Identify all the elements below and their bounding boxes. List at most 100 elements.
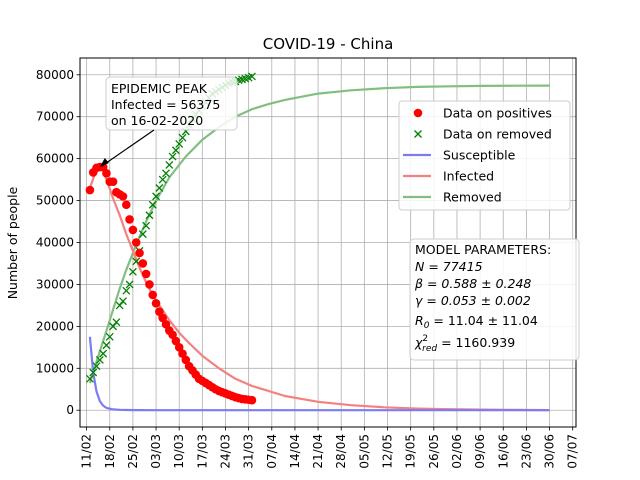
removed-data-point (152, 192, 161, 201)
legend-item: Data on positives (413, 106, 552, 121)
x-marker-stroke (138, 230, 147, 239)
param-value-text: = 11.04 ± 11.04 (429, 313, 537, 328)
x-ticks: 11/02 18/02 25/02 03/03 10/03 17/03 24/03 31/03… (80, 427, 580, 469)
model-parameters-box: MODEL PARAMETERS: N = 77415 β = 0.588 ± 0.… (409, 238, 580, 361)
x-marker-stroke (105, 332, 114, 341)
model-parameter-line: MODEL PARAMETERS: (415, 242, 551, 257)
x-marker-stroke (102, 341, 111, 350)
param-main-text: MODEL PARAMETERS: (415, 242, 551, 257)
removed-data-point (165, 160, 174, 169)
model-parameter-line: R0 = 11.04 ± 11.04 (415, 313, 538, 331)
x-marker-stroke (175, 140, 184, 148)
param-main-text: γ = 0.053 ± 0.002 (415, 293, 531, 308)
removed-data-point (92, 362, 101, 371)
x-marker-stroke (132, 257, 141, 266)
y-tick-label: 30000 (36, 277, 74, 291)
y-tick-label: 40000 (36, 236, 74, 250)
y-axis-label: Number of people (5, 186, 20, 299)
removed-data-point (138, 230, 147, 239)
positives-data-point (108, 177, 118, 186)
x-marker-stroke (122, 286, 131, 295)
x-tick-label: 24/03 (218, 434, 232, 469)
legend-label: Removed (443, 190, 502, 205)
legend-item: Infected (403, 169, 494, 184)
x-tick-label: 19/05 (404, 434, 418, 469)
x-marker-stroke (152, 192, 161, 201)
x-marker-stroke (165, 160, 174, 169)
model-parameter-line: χ2 red = 1160.939 (414, 334, 515, 354)
positives-data-point (141, 269, 151, 279)
legend-dot-marker (413, 108, 423, 118)
annotation-arrow-line (101, 129, 155, 167)
x-marker-stroke (92, 362, 101, 371)
series-line-infected (88, 165, 550, 412)
x-marker-stroke (89, 368, 98, 377)
x-tick-label: 09/06 (473, 434, 487, 469)
positives-data-point (85, 185, 95, 195)
positives-data-point (138, 259, 148, 268)
legend-item: Susceptible (403, 148, 516, 163)
removed-data-point (162, 169, 170, 178)
removed-data-point (168, 152, 177, 161)
x-tick-label: 10/03 (172, 434, 186, 469)
x-tick-label: 16/06 (496, 434, 510, 469)
removed-data-point (178, 133, 187, 142)
model-parameter-line: N = 77415 (415, 259, 483, 274)
removed-data-point (175, 140, 184, 148)
x-tick-label: 30/06 (543, 434, 557, 469)
x-marker-stroke (145, 211, 154, 220)
x-marker-stroke (171, 146, 180, 155)
legend-x-marker (414, 130, 422, 138)
y-tick-label: 60000 (36, 152, 74, 166)
param-main-text: N = 77415 (415, 259, 483, 274)
model-parameter-line: γ = 0.053 ± 0.002 (415, 293, 531, 308)
x-tick-label: 14/04 (288, 434, 302, 469)
x-marker-stroke (125, 280, 134, 289)
removed-data-point (99, 349, 108, 358)
x-tick-label: 25/02 (126, 434, 140, 469)
positives-data-point (247, 395, 257, 405)
x-tick-label: 21/04 (311, 434, 325, 469)
x-marker-stroke (178, 133, 187, 142)
x-tick-label: 05/05 (357, 434, 371, 469)
y-tick-label: 80000 (36, 68, 74, 82)
positives-data-point (128, 225, 138, 235)
annotation-box (105, 76, 238, 131)
positives-data-point (102, 169, 111, 178)
x-marker-stroke (148, 200, 157, 209)
y-tick-label: 0 (66, 403, 74, 417)
x-tick-label: 07/04 (265, 434, 279, 469)
annotation-line: Infected = 56375 (111, 97, 220, 112)
x-marker-stroke (85, 374, 94, 383)
series-line-susceptible (88, 336, 550, 412)
x-tick-label: 11/02 (80, 434, 94, 469)
param-main-text: R (415, 313, 424, 328)
removed-data-point (112, 318, 121, 327)
param-subscript: red (422, 344, 437, 354)
annotation-arrow-head (99, 158, 109, 168)
x-marker-stroke (142, 221, 151, 230)
removed-data-point (171, 146, 180, 155)
x-marker-stroke (112, 318, 121, 327)
removed-data-point (158, 175, 167, 184)
positives-data-point (131, 238, 141, 247)
model-parameter-line: β = 0.588 ± 0.248 (414, 276, 531, 291)
legend-label: Data on removed (443, 127, 552, 142)
removed-data-point (95, 355, 104, 364)
annotation-line: on 16-02-2020 (111, 113, 203, 128)
x-marker-stroke (162, 169, 170, 178)
y-tick-label: 70000 (36, 110, 74, 124)
param-main-text: χ (414, 335, 423, 350)
legend-item: Data on removed (414, 127, 552, 142)
positives-data-point (151, 299, 161, 308)
chart-title: COVID-19 - China (263, 35, 394, 53)
legend-label: Susceptible (443, 148, 516, 163)
removed-data-point (142, 221, 151, 230)
positives-data-point (118, 192, 128, 201)
x-marker-stroke (119, 297, 127, 306)
model-parameters-frame (409, 238, 580, 361)
removed-data-point (85, 374, 94, 383)
positives-data-point (121, 200, 131, 210)
